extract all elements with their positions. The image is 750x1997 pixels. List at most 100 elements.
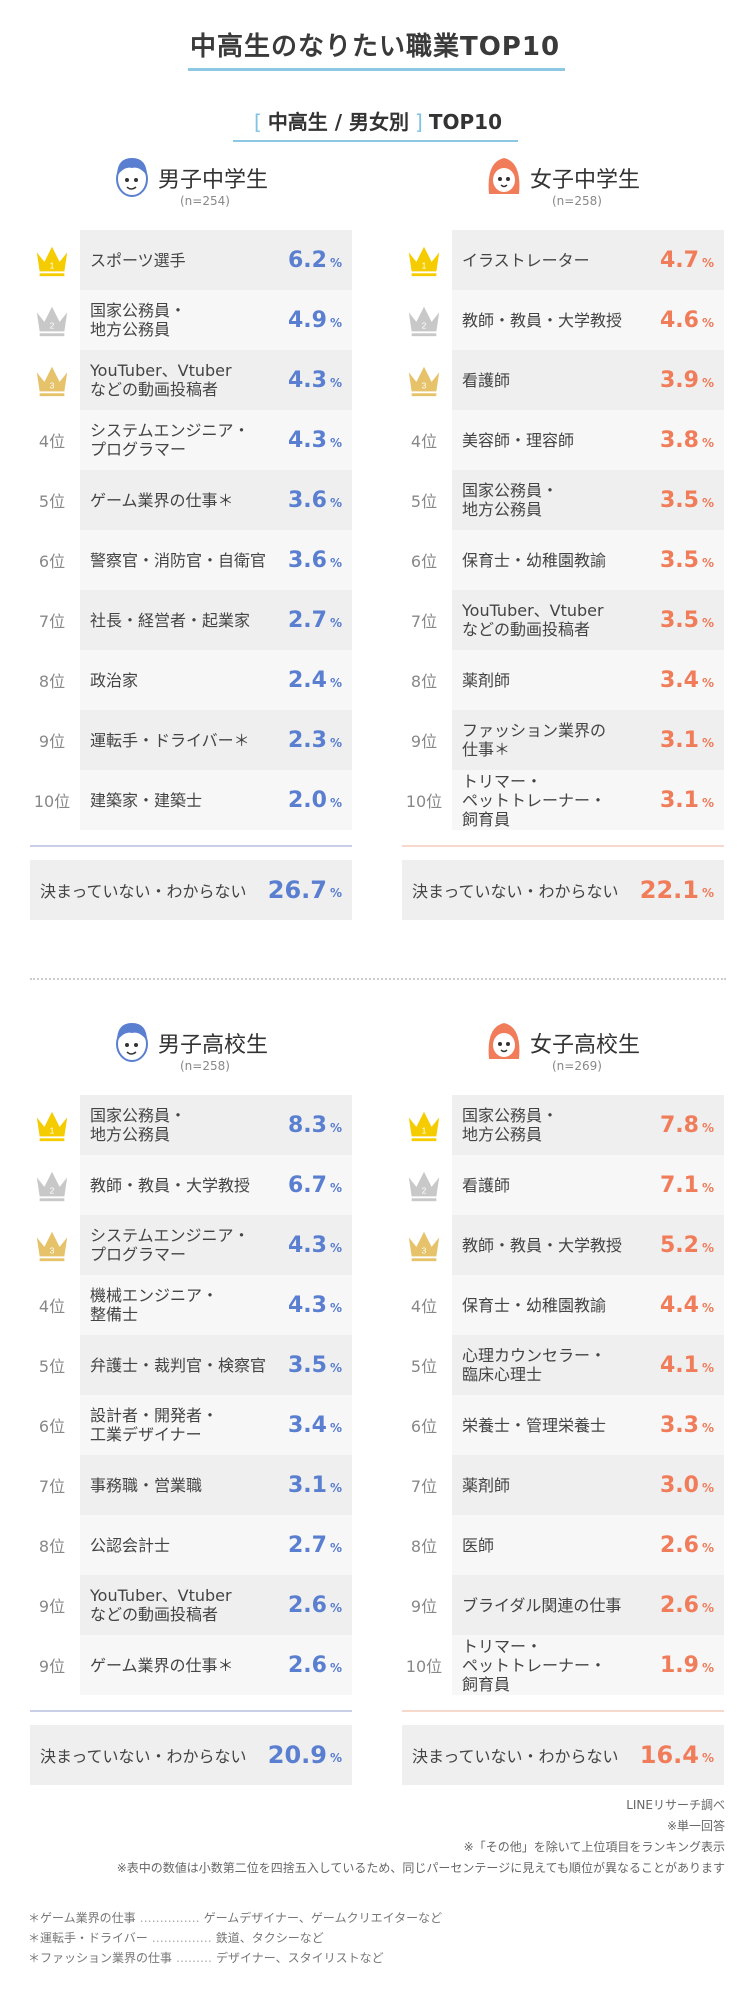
row-cell: システムエンジニア・ プログラマー 4.3% xyxy=(80,1215,352,1275)
table-row: 7位 事務職・営業職 3.1% xyxy=(30,1455,352,1515)
percentage: 3.1% xyxy=(659,787,714,813)
divider xyxy=(30,1710,352,1712)
summary-percentage: 16.4% xyxy=(639,1741,714,1769)
table-row: 9位 ゲーム業界の仕事＊ 2.6% xyxy=(30,1635,352,1695)
occupation-label: 国家公務員・ 地方公務員 xyxy=(462,1106,559,1144)
occupation-label: 警察官・消防官・自衛官 xyxy=(90,550,267,570)
occupation-label: 教師・教員・大学教授 xyxy=(90,1175,251,1195)
girl-face-icon xyxy=(486,154,522,198)
table-row: 6位 警察官・消防官・自衛官 3.6% xyxy=(30,530,352,590)
table-row: 6位 保育士・幼稚園教諭 3.5% xyxy=(402,530,724,590)
occupation-label: イラストレーター xyxy=(462,250,590,270)
occupation-label: YouTuber、Vtuber などの動画投稿者 xyxy=(90,1586,232,1624)
percentage: 1.9% xyxy=(659,1652,714,1678)
percentage: 4.4% xyxy=(659,1292,714,1318)
occupation-label: 公認会計士 xyxy=(90,1535,171,1555)
occupation-label: 機械エンジニア・ 整備士 xyxy=(90,1286,219,1324)
row-cell: 薬剤師 3.0% xyxy=(452,1455,724,1515)
row-cell: 政治家 2.4% xyxy=(80,650,352,710)
footnote: ＊運転手・ドライバー…………… 鉄道、タクシーなど xyxy=(28,1931,324,1945)
section-header: 男子高校生 (n=258) xyxy=(30,1015,352,1095)
percentage: 3.5% xyxy=(659,487,714,513)
title-underline xyxy=(188,68,565,71)
girl-face-icon xyxy=(486,1019,522,1063)
table-row: 5位 ゲーム業界の仕事＊ 3.6% xyxy=(30,470,352,530)
table-row: 10位 トリマー・ ペットトレーナー・ 飼育員 3.1% xyxy=(402,770,724,830)
table-row: 8位 公認会計士 2.7% xyxy=(30,1515,352,1575)
percentage: 3.8% xyxy=(659,427,714,453)
percentage: 3.6% xyxy=(287,487,342,513)
table-row: 7位 YouTuber、Vtuber などの動画投稿者 3.5% xyxy=(402,590,724,650)
occupation-label: 看護師 xyxy=(462,370,511,390)
rank-label: 5位 xyxy=(410,1357,438,1376)
divider xyxy=(402,845,724,847)
occupation-label: 教師・教員・大学教授 xyxy=(462,310,623,330)
percentage: 7.1% xyxy=(659,1172,714,1198)
row-cell: YouTuber、Vtuber などの動画投稿者 2.6% xyxy=(80,1575,352,1635)
rank-label: 8位 xyxy=(410,1537,438,1556)
svg-text:2: 2 xyxy=(50,1186,55,1196)
occupation-label: ファッション業界の 仕事＊ xyxy=(462,721,607,759)
crown-rank-1-icon: 1 xyxy=(30,230,74,290)
table-row: 9位 YouTuber、Vtuber などの動画投稿者 2.6% xyxy=(30,1575,352,1635)
percentage: 8.3% xyxy=(287,1112,342,1138)
percentage: 4.3% xyxy=(287,427,342,453)
row-cell: 保育士・幼稚園教諭 4.4% xyxy=(452,1275,724,1335)
table-row: 9位 ファッション業界の 仕事＊ 3.1% xyxy=(402,710,724,770)
note: LINEリサーチ調べ xyxy=(626,1798,725,1812)
crown-rank-2-icon: 2 xyxy=(402,290,446,350)
row-cell: ブライダル関連の仕事 2.6% xyxy=(452,1575,724,1635)
summary-label: 決まっていない・わからない xyxy=(40,882,247,901)
section-header: 女子高校生 (n=269) xyxy=(402,1015,724,1095)
percentage: 4.1% xyxy=(659,1352,714,1378)
occupation-label: 薬剤師 xyxy=(462,1475,511,1495)
table-row: 6位 栄養士・管理栄養士 3.3% xyxy=(402,1395,724,1455)
table-row: 8位 薬剤師 3.4% xyxy=(402,650,724,710)
occupation-label: 政治家 xyxy=(90,670,139,690)
percentage: 2.6% xyxy=(287,1652,342,1678)
row-cell: YouTuber、Vtuber などの動画投稿者 4.3% xyxy=(80,350,352,410)
summary-label: 決まっていない・わからない xyxy=(412,1747,619,1766)
svg-text:2: 2 xyxy=(422,1186,427,1196)
occupation-label: YouTuber、Vtuber などの動画投稿者 xyxy=(462,601,604,639)
rank-label: 9位 xyxy=(38,1657,66,1676)
table-row: 4位 保育士・幼稚園教諭 4.4% xyxy=(402,1275,724,1335)
undecided-summary: 決まっていない・わからない 20.9% xyxy=(30,1725,352,1785)
row-cell: YouTuber、Vtuber などの動画投稿者 3.5% xyxy=(452,590,724,650)
subtitle: [中高生 / 男女別] TOP10 xyxy=(0,106,750,135)
crown-rank-1-icon: 1 xyxy=(402,230,446,290)
occupation-label: 国家公務員・ 地方公務員 xyxy=(462,481,559,519)
row-cell: 教師・教員・大学教授 6.7% xyxy=(80,1155,352,1215)
row-cell: 公認会計士 2.7% xyxy=(80,1515,352,1575)
row-cell: 栄養士・管理栄養士 3.3% xyxy=(452,1395,724,1455)
table-row: 1 スポーツ選手 6.2% xyxy=(30,230,352,290)
boy-face-icon xyxy=(114,154,150,198)
subtitle-underline xyxy=(233,140,518,142)
crown-rank-3-icon: 3 xyxy=(30,350,74,410)
row-cell: 保育士・幼稚園教諭 3.5% xyxy=(452,530,724,590)
subtitle-suffix: TOP10 xyxy=(428,110,502,134)
percentage: 6.2% xyxy=(287,247,342,273)
occupation-label: 事務職・営業職 xyxy=(90,1475,203,1495)
percentage: 4.3% xyxy=(287,367,342,393)
row-cell: ファッション業界の 仕事＊ 3.1% xyxy=(452,710,724,770)
occupation-label: ゲーム業界の仕事＊ xyxy=(90,490,234,510)
rank-label: 6位 xyxy=(410,552,438,571)
section-header: 男子中学生 (n=254) xyxy=(30,150,352,230)
svg-text:3: 3 xyxy=(422,381,427,391)
rank-label: 5位 xyxy=(38,1357,66,1376)
table-row: 1 国家公務員・ 地方公務員 8.3% xyxy=(30,1095,352,1155)
row-cell: 薬剤師 3.4% xyxy=(452,650,724,710)
table-row: 4位 美容師・理容師 3.8% xyxy=(402,410,724,470)
rank-label: 5位 xyxy=(410,492,438,511)
table-row: 9位 運転手・ドライバー＊ 2.3% xyxy=(30,710,352,770)
table-row: 2 教師・教員・大学教授 4.6% xyxy=(402,290,724,350)
percentage: 2.6% xyxy=(287,1592,342,1618)
table-row: 1 国家公務員・ 地方公務員 7.8% xyxy=(402,1095,724,1155)
occupation-label: 建築家・建築士 xyxy=(90,790,203,810)
table-row: 7位 社長・経営者・起業家 2.7% xyxy=(30,590,352,650)
page-title: 中高生のなりたい職業TOP10 xyxy=(189,32,561,62)
ranking-list: 1 スポーツ選手 6.2% 2 国家公務員・ 地方公務員 4.9% 3 YouT… xyxy=(30,230,352,830)
rank-label: 9位 xyxy=(410,1597,438,1616)
svg-text:2: 2 xyxy=(50,321,55,331)
